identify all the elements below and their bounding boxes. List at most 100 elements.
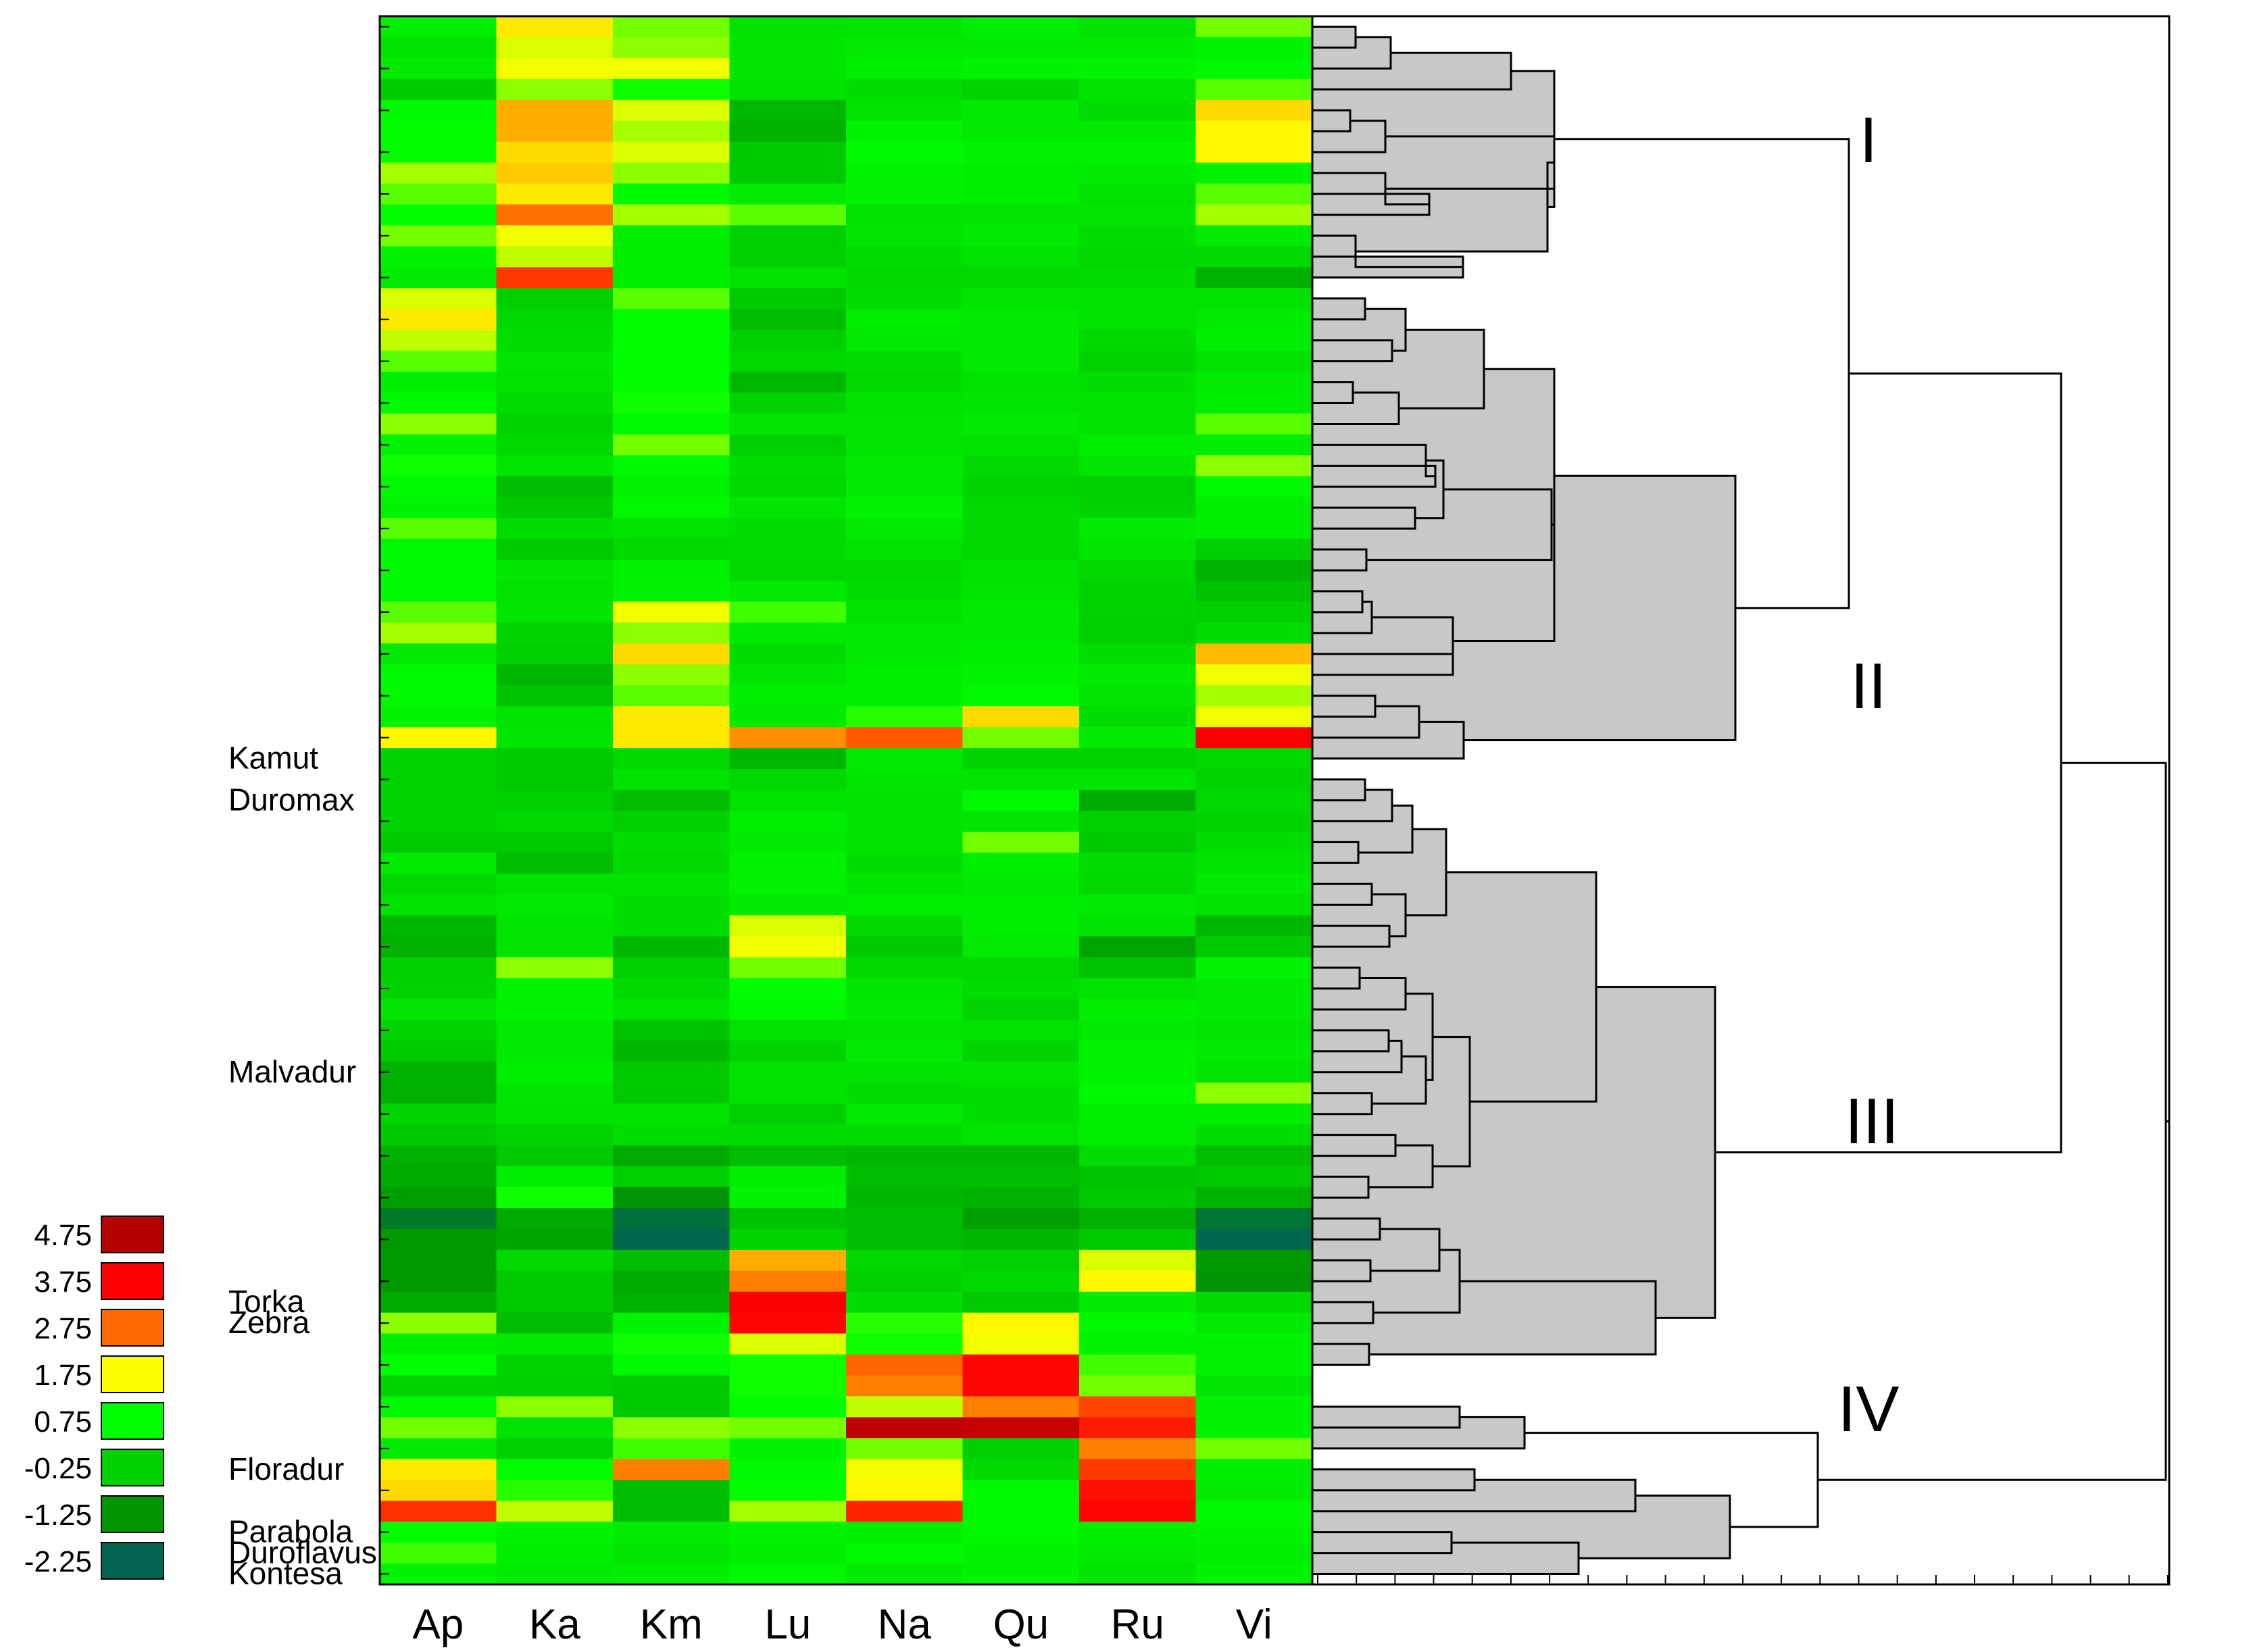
heatmap-cell	[496, 1563, 614, 1585]
heatmap-cell	[846, 769, 964, 791]
heatmap-cell	[729, 351, 847, 372]
heatmap-cell	[380, 1270, 497, 1293]
legend-swatch	[101, 1449, 164, 1486]
heatmap-cell	[729, 873, 847, 895]
heatmap-cell	[846, 476, 964, 498]
heatmap-cell	[1079, 288, 1197, 309]
heatmap-cell	[846, 16, 964, 38]
heatmap-cell	[613, 225, 730, 247]
heatmap-cell	[962, 413, 1080, 435]
heatmap-cell	[380, 1061, 497, 1083]
heatmap-cell	[1195, 141, 1313, 164]
heatmap-cell	[846, 1082, 964, 1104]
column-label: Km	[640, 1601, 703, 1648]
heatmap-cell	[729, 1333, 847, 1355]
heatmap-cell	[846, 915, 964, 937]
heatmap-cell	[962, 999, 1080, 1021]
heatmap-cell	[962, 643, 1080, 665]
heatmap-cell	[729, 727, 847, 749]
heatmap-cell	[380, 1082, 497, 1104]
heatmap-cell	[613, 1207, 730, 1230]
heatmap-cell	[380, 267, 497, 289]
heatmap-cell	[496, 1396, 614, 1418]
heatmap-cell	[613, 831, 730, 853]
heatmap-cell	[496, 685, 614, 707]
heatmap-cell	[613, 246, 730, 268]
heatmap-cell	[380, 999, 497, 1021]
heatmap-cell	[962, 915, 1080, 937]
heatmap-cell	[1079, 1396, 1197, 1418]
heatmap-cell	[1195, 706, 1313, 728]
heatmap-cell	[613, 915, 730, 937]
heatmap-cell	[1079, 1543, 1197, 1564]
heatmap-cell	[962, 393, 1080, 414]
heatmap-cell	[496, 1207, 614, 1230]
heatmap-cell	[846, 183, 964, 205]
heatmap-cell	[962, 1459, 1080, 1480]
heatmap-cell	[1195, 999, 1313, 1021]
heatmap-cell	[496, 539, 614, 561]
heatmap-cell	[496, 664, 614, 686]
heatmap-cell	[1079, 873, 1197, 895]
heatmap-cell	[1079, 643, 1197, 665]
heatmap-cell	[846, 559, 964, 582]
heatmap-cell	[729, 1124, 847, 1146]
heatmap-cell	[1195, 601, 1313, 624]
heatmap-cell	[1079, 141, 1197, 164]
heatmap-cell	[613, 1228, 730, 1251]
dendrogram-fill	[1312, 26, 1735, 1574]
heatmap-cell	[1079, 1082, 1197, 1104]
legend-swatch	[101, 1216, 164, 1253]
heatmap-cell	[613, 1501, 730, 1522]
heatmap-cell	[962, 978, 1080, 1000]
heatmap-cell	[1079, 434, 1197, 456]
legend-label: 4.75	[34, 1219, 92, 1252]
heatmap-cell	[846, 288, 964, 309]
heatmap-cell	[846, 1020, 964, 1041]
heatmap-cell	[380, 434, 497, 456]
heatmap-cell	[962, 539, 1080, 561]
heatmap-cell	[380, 1375, 497, 1397]
heatmap-cell	[380, 16, 497, 38]
heatmap-cell	[496, 1333, 614, 1355]
heatmap-cell	[1195, 580, 1313, 603]
heatmap-cell	[962, 601, 1080, 624]
heatmap-cell	[846, 1563, 964, 1585]
heatmap-cell	[962, 372, 1080, 393]
dendrogram	[1312, 26, 2169, 1575]
heatmap-cell	[846, 1375, 964, 1397]
heatmap-cell	[1079, 936, 1197, 958]
heatmap-cell	[1079, 16, 1197, 38]
heatmap-cell	[962, 1020, 1080, 1041]
heatmap-cell	[1079, 78, 1197, 101]
column-labels: Ap Ka Km Lu Na Qu Ru Vi	[412, 1601, 1272, 1648]
heatmap-cell	[613, 748, 730, 770]
heatmap-cell	[846, 1333, 964, 1355]
heatmap-cell	[729, 99, 847, 122]
heatmap-cell	[496, 288, 614, 309]
cluster-label: IV	[1838, 1373, 1900, 1445]
heatmap-cell	[380, 790, 497, 811]
heatmap-cell	[846, 1417, 964, 1438]
heatmap-cell	[613, 413, 730, 435]
heatmap-cell	[613, 434, 730, 456]
heatmap-cell	[1079, 706, 1197, 728]
heatmap-cell	[1079, 601, 1197, 624]
heatmap-cell	[380, 1417, 497, 1438]
heatmap-cell	[846, 539, 964, 561]
heatmap-cell	[496, 706, 614, 728]
heatmap-cell	[496, 1166, 614, 1188]
heatmap-cell	[846, 246, 964, 268]
heatmap-cell	[613, 1270, 730, 1293]
dendrogram-link	[1484, 368, 1556, 583]
legend-swatch	[101, 1495, 164, 1533]
heatmap-cell	[729, 225, 847, 247]
heatmap-cell	[613, 643, 730, 665]
heatmap-cell	[613, 351, 730, 372]
heatmap-cell	[962, 120, 1080, 143]
heatmap-row-ticks	[380, 26, 389, 1575]
heatmap-cell	[1195, 643, 1313, 665]
heatmap-cell	[729, 120, 847, 143]
heatmap-cell	[846, 204, 964, 226]
